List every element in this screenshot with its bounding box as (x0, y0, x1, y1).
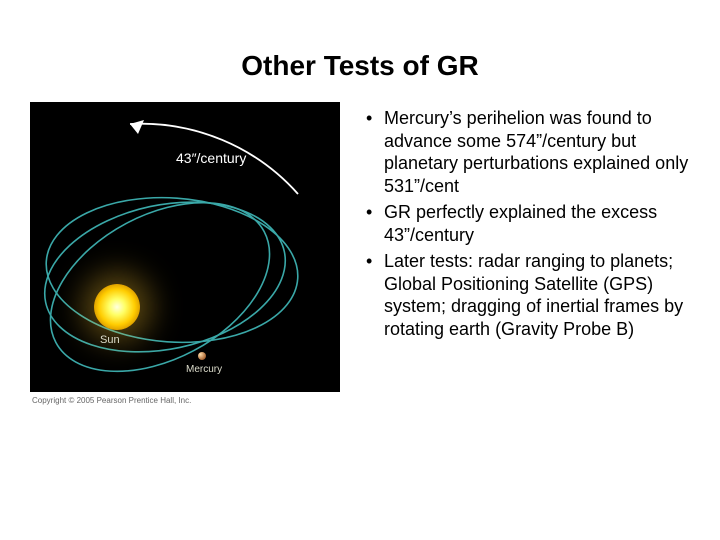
precession-arrowhead (130, 120, 144, 134)
content-row: Sun Mercury 43″/century Copyright © 2005… (0, 102, 720, 405)
bullet-item: Mercury’s perihelion was found to advanc… (360, 107, 690, 197)
bullet-item: GR perfectly explained the excess 43”/ce… (360, 201, 690, 246)
precession-rate-label: 43″/century (176, 150, 246, 166)
copyright-text: Copyright © 2005 Pearson Prentice Hall, … (30, 396, 340, 405)
sun-label: Sun (100, 334, 120, 346)
sun-icon (94, 284, 140, 330)
perihelion-diagram: Sun Mercury 43″/century (30, 102, 340, 392)
right-column: Mercury’s perihelion was found to advanc… (360, 102, 690, 405)
orbit-2 (31, 181, 300, 373)
diagram-svg (30, 102, 340, 392)
orbit-1 (30, 168, 298, 392)
mercury-icon (198, 352, 206, 360)
bullet-item: Later tests: radar ranging to planets; G… (360, 250, 690, 340)
orbit-3 (41, 189, 302, 350)
page-title: Other Tests of GR (0, 0, 720, 102)
bullet-list: Mercury’s perihelion was found to advanc… (360, 107, 690, 340)
mercury-label: Mercury (186, 364, 222, 375)
left-column: Sun Mercury 43″/century Copyright © 2005… (30, 102, 340, 405)
orbits-group (30, 168, 303, 392)
